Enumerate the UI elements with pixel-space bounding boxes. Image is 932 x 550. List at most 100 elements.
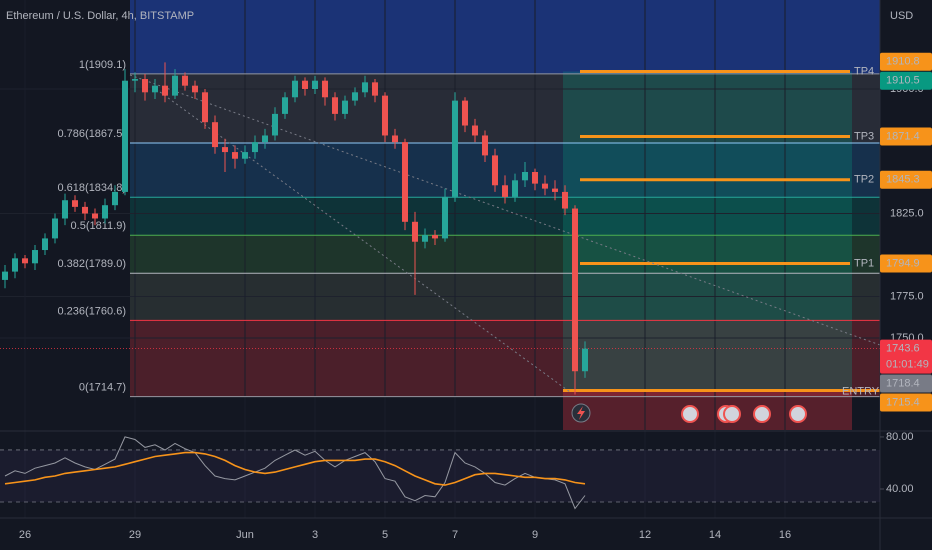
event-icons xyxy=(571,403,807,423)
x-tick-label: 5 xyxy=(382,529,388,541)
candle-body xyxy=(132,79,138,81)
x-tick-label: 3 xyxy=(312,529,318,541)
fib-label: 0.236(1760.6) xyxy=(58,305,127,317)
price-label-box xyxy=(880,339,932,374)
candle-body xyxy=(192,85,198,93)
price-label: 1910.8 xyxy=(886,56,920,68)
x-tick-label: 7 xyxy=(452,529,458,541)
candle-body xyxy=(442,196,448,239)
x-tick-label: 26 xyxy=(19,529,31,541)
candle-body xyxy=(162,85,168,96)
fib-zone xyxy=(130,73,880,143)
candle-body xyxy=(82,206,88,214)
flag-icon[interactable] xyxy=(681,405,699,423)
currency-label: USD xyxy=(890,10,913,22)
x-tick-label: 9 xyxy=(532,529,538,541)
candle-body xyxy=(292,80,298,98)
candle-body xyxy=(122,80,128,192)
candle-body xyxy=(222,147,228,153)
candle-body xyxy=(252,142,258,153)
background-layer xyxy=(0,0,880,430)
target-name: TP3 xyxy=(854,130,874,142)
candle-body xyxy=(512,180,518,197)
price-label-box xyxy=(880,170,932,189)
candle-body xyxy=(582,348,588,372)
candle-body xyxy=(332,97,338,114)
candle-body xyxy=(572,208,578,372)
candle-body xyxy=(242,152,248,159)
price-label-box xyxy=(880,254,932,273)
fib-top-zone xyxy=(130,0,880,74)
price-label: 1743.6 xyxy=(886,343,920,355)
fib-zone xyxy=(130,197,880,236)
candle-body xyxy=(552,188,558,192)
fib-zone xyxy=(130,235,880,274)
candle-body xyxy=(102,205,108,219)
candle-body xyxy=(2,271,8,280)
axis-layer: 1900.01825.01775.01750.02629Jun357912141… xyxy=(19,52,932,541)
candle-body xyxy=(392,135,398,143)
fib-label: 0.5(1811.9) xyxy=(71,220,126,232)
candle-body xyxy=(402,142,408,222)
candle-body xyxy=(62,200,68,219)
candle-body xyxy=(412,221,418,242)
candle-body xyxy=(272,113,278,136)
flag-icon[interactable] xyxy=(723,405,741,423)
fib-label: 0.618(1834.8) xyxy=(58,182,127,194)
candle-body xyxy=(362,82,368,93)
x-tick-label: 29 xyxy=(129,529,141,541)
candle-body xyxy=(92,213,98,219)
candle-body xyxy=(482,135,488,156)
price-label: 1910.5 xyxy=(886,75,920,87)
price-label-box xyxy=(880,52,932,71)
candle-body xyxy=(52,218,58,239)
candle-body xyxy=(262,135,268,143)
rsi-tick-label: 80.00 xyxy=(886,431,914,443)
candle-body xyxy=(152,85,158,93)
candle-body xyxy=(472,125,478,136)
candle-body xyxy=(522,172,528,181)
flag-icon[interactable] xyxy=(753,405,771,423)
candle-body xyxy=(382,95,388,136)
price-label-box xyxy=(880,393,932,412)
candle-body xyxy=(562,191,568,209)
candle-body xyxy=(42,238,48,251)
rsi-ma xyxy=(4,451,586,486)
price-label: 1845.3 xyxy=(886,174,920,186)
candle-body xyxy=(72,200,78,207)
x-tick-label: Jun xyxy=(236,529,254,541)
fib-zone xyxy=(130,320,880,397)
flag-icon[interactable] xyxy=(789,405,807,423)
entry-name: ENTRY xyxy=(842,385,880,397)
profit-zone xyxy=(563,71,852,391)
price-label-box xyxy=(880,374,932,393)
x-tick-label: 14 xyxy=(709,529,721,541)
fib-label: 0.786(1867.5) xyxy=(58,128,127,140)
candle-body xyxy=(452,100,458,197)
candle-body xyxy=(142,79,148,93)
candle-body xyxy=(112,191,118,206)
candle-body xyxy=(352,92,358,101)
price-label: 1794.9 xyxy=(886,257,920,269)
price-label-box xyxy=(880,71,932,90)
x-tick-label: 16 xyxy=(779,529,791,541)
rsi-values xyxy=(4,436,586,510)
x-tick-label: 12 xyxy=(639,529,651,541)
candle-body xyxy=(502,185,508,197)
candle-body xyxy=(322,80,328,98)
candle-body xyxy=(312,80,318,89)
rsi-tick-label: 40.00 xyxy=(886,483,914,495)
candles-layer xyxy=(2,62,588,395)
candle-body xyxy=(172,75,178,96)
candle-body xyxy=(542,183,548,189)
fib-label: 0.382(1789.0) xyxy=(58,258,127,270)
rsi-layer xyxy=(0,436,884,510)
chart-title: Ethereum / U.S. Dollar, 4h, BITSTAMP xyxy=(6,10,194,22)
price-label: 1871.4 xyxy=(886,130,920,142)
candle-body xyxy=(22,258,28,264)
candle-body xyxy=(32,250,38,264)
y-tick-label: 1775.0 xyxy=(890,290,924,302)
target-name: TP4 xyxy=(854,65,874,77)
candle-body xyxy=(492,155,498,186)
price-label: 1718.4 xyxy=(886,377,920,389)
